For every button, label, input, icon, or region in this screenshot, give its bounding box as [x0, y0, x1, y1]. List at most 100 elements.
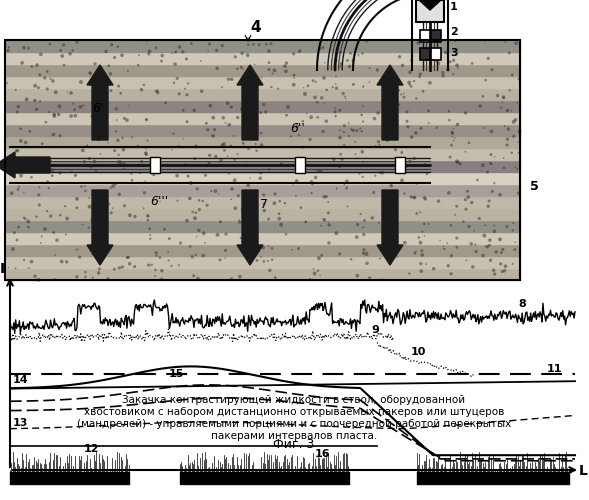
Point — [264, 215, 273, 223]
Point — [259, 200, 269, 208]
Point — [416, 70, 425, 78]
Point — [207, 187, 216, 195]
Point — [386, 86, 395, 94]
Point — [449, 56, 458, 64]
Point — [175, 43, 184, 51]
Point — [84, 224, 94, 232]
Point — [212, 46, 221, 54]
Point — [49, 228, 58, 236]
Point — [49, 130, 58, 138]
Point — [507, 149, 517, 157]
Point — [412, 180, 421, 188]
Point — [101, 229, 111, 237]
Point — [380, 91, 389, 99]
Point — [107, 41, 116, 49]
Point — [306, 160, 315, 168]
Point — [261, 108, 270, 116]
Point — [359, 230, 369, 238]
Point — [11, 86, 21, 94]
Point — [72, 246, 82, 254]
Point — [444, 262, 453, 270]
Point — [111, 128, 121, 136]
Point — [167, 262, 176, 270]
Point — [144, 50, 154, 58]
Point — [112, 116, 121, 124]
Point — [369, 188, 379, 196]
Point — [187, 40, 196, 48]
Point — [301, 218, 310, 226]
Point — [190, 154, 200, 162]
Point — [372, 66, 382, 74]
Point — [478, 161, 488, 169]
Point — [270, 66, 279, 74]
Point — [141, 150, 151, 158]
Point — [508, 226, 518, 234]
Point — [344, 119, 353, 127]
Point — [282, 230, 291, 238]
Point — [335, 250, 345, 258]
Point — [164, 248, 173, 256]
Point — [62, 258, 71, 266]
Point — [221, 230, 231, 238]
Point — [42, 85, 52, 93]
Point — [317, 94, 326, 102]
Point — [145, 234, 155, 242]
Point — [75, 103, 85, 111]
Point — [484, 197, 494, 205]
Point — [323, 198, 333, 206]
Point — [318, 44, 327, 52]
Point — [210, 126, 219, 134]
Point — [373, 109, 383, 117]
Point — [123, 254, 132, 262]
Point — [464, 139, 474, 147]
Point — [365, 78, 374, 86]
Point — [431, 56, 441, 64]
Point — [191, 142, 201, 150]
Point — [289, 71, 299, 79]
Text: (мандрелей) - управляемыми порциями и с поочередной работой перекрытых: (мандрелей) - управляемыми порциями и с … — [77, 419, 511, 429]
Point — [76, 78, 85, 86]
Point — [305, 275, 315, 283]
Point — [331, 80, 340, 88]
Point — [359, 224, 368, 232]
Text: 16: 16 — [315, 449, 331, 459]
Point — [406, 82, 416, 90]
Point — [345, 62, 354, 70]
Point — [359, 246, 369, 254]
Point — [379, 240, 388, 248]
Point — [415, 72, 424, 80]
Point — [340, 92, 350, 100]
Bar — [295, 157, 305, 173]
Point — [445, 153, 455, 161]
Point — [34, 191, 44, 199]
Point — [484, 202, 493, 210]
Point — [336, 62, 345, 70]
Point — [259, 244, 268, 252]
Point — [237, 206, 247, 214]
Point — [234, 216, 244, 224]
Point — [270, 190, 280, 198]
Point — [502, 141, 512, 149]
Point — [227, 103, 236, 111]
Point — [187, 253, 197, 261]
Point — [264, 58, 274, 66]
Point — [243, 51, 253, 59]
Point — [394, 86, 403, 94]
Point — [353, 272, 362, 280]
Point — [153, 170, 163, 178]
Point — [27, 173, 36, 181]
Point — [115, 264, 124, 272]
Point — [510, 246, 519, 254]
Point — [4, 44, 14, 52]
Point — [488, 188, 497, 196]
Point — [424, 107, 434, 115]
Point — [499, 93, 508, 101]
Point — [498, 268, 507, 276]
Point — [298, 143, 307, 151]
Point — [396, 90, 406, 98]
Point — [317, 252, 326, 260]
Point — [150, 272, 160, 280]
Point — [130, 262, 140, 270]
Point — [313, 167, 323, 175]
Text: 3: 3 — [450, 48, 458, 58]
